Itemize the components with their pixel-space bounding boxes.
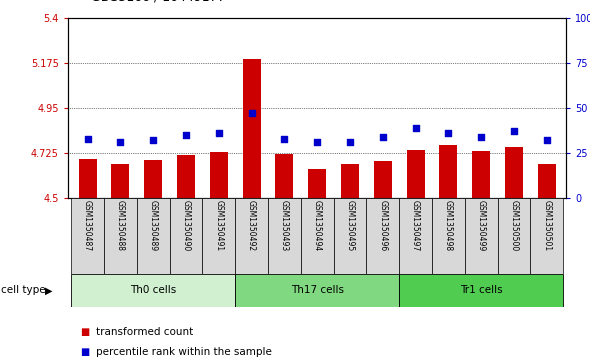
Text: Th17 cells: Th17 cells [291, 285, 343, 295]
Bar [202, 198, 235, 274]
Bar [373, 161, 392, 198]
Point [247, 110, 256, 116]
Bar [301, 198, 333, 274]
Bar [242, 59, 261, 198]
Point [542, 138, 552, 143]
Point [444, 130, 453, 136]
Text: GSM1350491: GSM1350491 [214, 200, 223, 251]
Text: GSM1350492: GSM1350492 [247, 200, 256, 251]
Bar [71, 198, 104, 274]
Point [312, 139, 322, 145]
Point [116, 139, 125, 145]
Point [509, 129, 519, 134]
Bar [177, 155, 195, 198]
Text: GSM1350488: GSM1350488 [116, 200, 125, 251]
Bar [78, 159, 97, 198]
Text: GSM1350490: GSM1350490 [182, 200, 191, 251]
Bar [144, 160, 162, 198]
Text: ■: ■ [80, 327, 89, 337]
Bar [440, 145, 457, 198]
Text: transformed count: transformed count [96, 327, 194, 337]
Bar [465, 198, 497, 274]
Bar [308, 169, 326, 198]
Text: Th0 cells: Th0 cells [130, 285, 176, 295]
Text: GDS5166 / 10449177: GDS5166 / 10449177 [91, 0, 226, 4]
Bar [276, 154, 293, 198]
Text: GSM1350489: GSM1350489 [149, 200, 158, 251]
Bar [530, 198, 563, 274]
Text: ■: ■ [80, 347, 89, 357]
Point [83, 136, 92, 142]
Text: GSM1350500: GSM1350500 [509, 200, 519, 251]
Bar [505, 147, 523, 198]
Point [214, 130, 224, 136]
Text: GSM1350501: GSM1350501 [542, 200, 551, 251]
Text: ▶: ▶ [45, 285, 53, 295]
Bar [432, 198, 465, 274]
Text: GSM1350487: GSM1350487 [83, 200, 92, 251]
Point [476, 134, 486, 140]
Bar [537, 164, 556, 198]
Bar [268, 198, 301, 274]
Point [280, 136, 289, 142]
Text: GSM1350496: GSM1350496 [378, 200, 387, 251]
Bar [497, 198, 530, 274]
Text: GSM1350499: GSM1350499 [477, 200, 486, 251]
Bar [235, 274, 399, 307]
Text: GSM1350495: GSM1350495 [345, 200, 355, 251]
Bar [112, 164, 129, 198]
Point [411, 125, 420, 131]
Bar [399, 198, 432, 274]
Bar [104, 198, 137, 274]
Point [149, 138, 158, 143]
Bar [209, 152, 228, 198]
Bar [399, 274, 563, 307]
Bar [333, 198, 366, 274]
Bar [366, 198, 399, 274]
Bar [472, 151, 490, 198]
Text: GSM1350494: GSM1350494 [313, 200, 322, 251]
Text: GSM1350498: GSM1350498 [444, 200, 453, 251]
Bar [137, 198, 169, 274]
Text: cell type: cell type [1, 285, 46, 295]
Text: percentile rank within the sample: percentile rank within the sample [96, 347, 272, 357]
Text: Tr1 cells: Tr1 cells [460, 285, 503, 295]
Point [378, 134, 388, 140]
Bar [169, 198, 202, 274]
Bar [341, 164, 359, 198]
Point [345, 139, 355, 145]
Point [181, 132, 191, 138]
Bar [407, 150, 425, 198]
Text: GSM1350493: GSM1350493 [280, 200, 289, 251]
Bar [71, 274, 235, 307]
Bar [235, 198, 268, 274]
Text: GSM1350497: GSM1350497 [411, 200, 420, 251]
